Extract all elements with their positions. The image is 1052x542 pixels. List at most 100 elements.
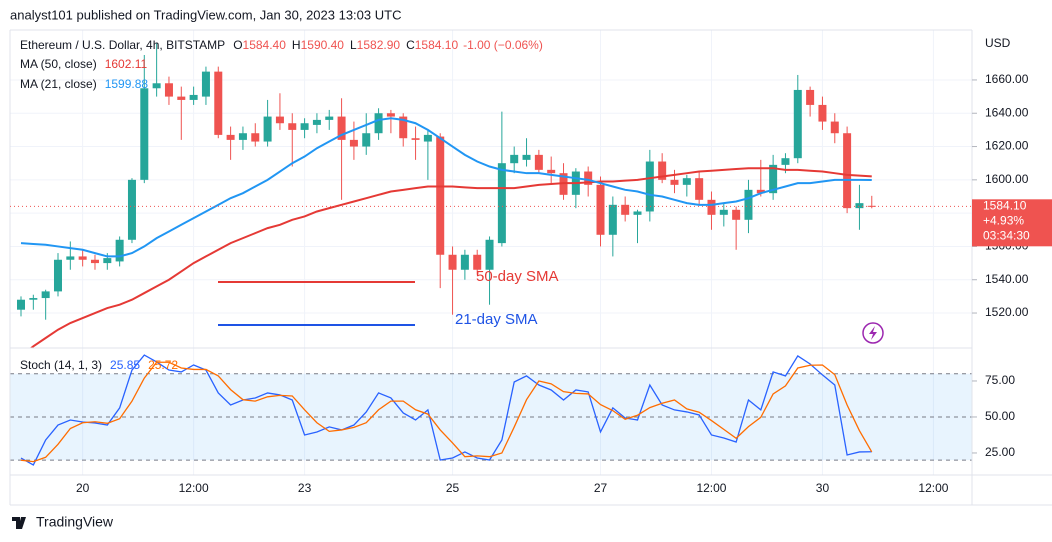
candle-body [386, 113, 395, 117]
legend-value: 25.72 [148, 358, 178, 372]
candle-body [621, 204, 630, 215]
series-line [20, 117, 872, 258]
legend-value: 1602.11 [105, 57, 148, 71]
candle-body [189, 94, 198, 100]
candle-body [732, 209, 741, 220]
x-tick-label: 12:00 [696, 481, 726, 495]
candle-body [127, 179, 136, 240]
stoch-pane [10, 354, 972, 466]
candle-body [867, 205, 876, 207]
y-tick-label: 1660.00 [985, 72, 1029, 86]
candle-body [226, 134, 235, 140]
candle-body [41, 291, 50, 299]
candle-body [645, 161, 654, 212]
candle-body [756, 189, 765, 194]
candle-body [460, 254, 469, 270]
candle-body [843, 133, 852, 209]
candle-body [744, 189, 753, 220]
candle-body [362, 133, 371, 147]
ohlc-label: C [406, 38, 415, 52]
candle-body [781, 158, 790, 165]
candle-body [29, 298, 38, 300]
candle-body [485, 239, 494, 270]
candle-body [510, 154, 519, 164]
candle-body [670, 179, 679, 185]
candle-body [818, 104, 827, 122]
x-tick-label: 23 [298, 481, 312, 495]
x-tick-label: 12:00 [918, 481, 948, 495]
candle-body [473, 254, 482, 270]
candle-body [201, 71, 210, 97]
series-line [20, 361, 873, 463]
candle-body [288, 123, 297, 130]
candle-body [263, 116, 272, 142]
candle-body [115, 239, 124, 262]
y-tick-label: 1640.00 [985, 105, 1029, 119]
last-price-label: 1584.10 [983, 198, 1027, 212]
candle-body [152, 83, 161, 89]
candle-body [547, 169, 556, 174]
candle-body [633, 211, 642, 215]
candle-body [596, 184, 605, 235]
candle-body [769, 164, 778, 194]
candle-body [349, 139, 358, 147]
ohlc-label: H [292, 38, 301, 52]
candle-body [177, 96, 186, 100]
ohlc-value: 1582.90 [357, 38, 401, 52]
price-pane [17, 43, 876, 348]
candle-body [584, 171, 593, 185]
ohlc-value: 1584.40 [243, 38, 287, 52]
candle-body [238, 133, 247, 140]
currency: USD [985, 36, 1011, 50]
y-tick-label: 1600.00 [985, 172, 1029, 186]
change: -1.00 (−0.06%) [463, 38, 543, 52]
candle-body [658, 161, 667, 180]
candle-body [325, 116, 334, 120]
candle-body [423, 134, 432, 142]
last-price-box [972, 199, 1052, 247]
candle-body [448, 254, 457, 270]
legend-name: MA (50, close) [20, 57, 97, 71]
series-line [29, 167, 872, 348]
brand: TradingView [36, 514, 114, 530]
legend-title: Ethereum / U.S. Dollar, 4h, BITSTAMP O158… [20, 38, 543, 52]
y-tick-label: 1540.00 [985, 272, 1029, 286]
y-tick-label: 75.00 [985, 373, 1015, 387]
candle-body [855, 203, 864, 209]
ohlc-value: 1584.10 [415, 38, 459, 52]
x-tick-label: 27 [594, 481, 608, 495]
y-tick-label: 25.00 [985, 445, 1015, 459]
alert-icon[interactable] [862, 322, 884, 344]
y-tick-label: 1620.00 [985, 139, 1029, 153]
annotation: 21-day SMA [455, 311, 538, 328]
candle-body [275, 116, 284, 124]
y-tick-label: 1520.00 [985, 305, 1029, 319]
candle-body [374, 113, 383, 134]
annotation: 50-day SMA [476, 268, 559, 285]
candle-body [90, 259, 99, 264]
legend-name: MA (21, close) [20, 77, 97, 91]
candle-body [399, 116, 408, 139]
logo[interactable] [12, 517, 26, 529]
last-price-label: +4.93% [983, 213, 1024, 227]
candle-body [522, 154, 531, 160]
ohlc-label: L [350, 38, 357, 52]
candle-body [251, 133, 260, 142]
legend-entry: MA (50, close) 1602.11 [20, 57, 148, 71]
candle-body [103, 258, 112, 264]
candle-body [53, 259, 62, 292]
candle-body [707, 199, 716, 215]
y-tick-label: 50.00 [985, 409, 1015, 423]
candle-body [214, 71, 223, 135]
x-tick-label: 20 [76, 481, 90, 495]
x-tick-label: 12:00 [179, 481, 209, 495]
series-line [20, 354, 872, 466]
candle-body [682, 178, 691, 185]
candle-body [411, 138, 420, 140]
x-tick-label: 30 [816, 481, 830, 495]
candle-body [695, 178, 704, 200]
candle-body [312, 119, 321, 125]
indicator-title: Stoch (14, 1, 3) [20, 358, 102, 372]
candle-body [17, 299, 25, 310]
legend-value: 25.85 [110, 358, 140, 372]
